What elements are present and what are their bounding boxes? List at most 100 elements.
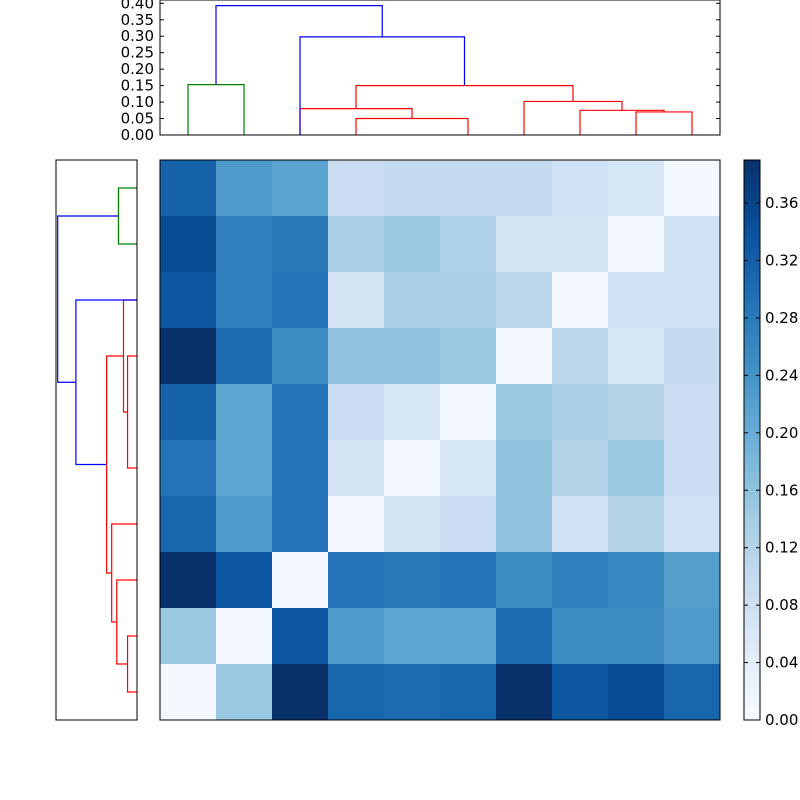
- colorbar-gradient: [744, 160, 760, 720]
- heatmap-cell: [216, 552, 273, 609]
- colorbar-tick-label: 0.08: [765, 596, 798, 614]
- heatmap-cell: [496, 664, 553, 721]
- heatmap-cell: [272, 440, 329, 497]
- heatmap-cell: [160, 328, 217, 385]
- heatmap-cells: [160, 160, 721, 721]
- top-dendrogram-link: [355, 85, 574, 109]
- heatmap-cell: [496, 608, 553, 665]
- top-y-tick-label: 0.35: [121, 11, 154, 29]
- heatmap-cell: [664, 552, 721, 609]
- heatmap-cell: [384, 216, 441, 273]
- top-dendrogram-link: [355, 117, 469, 135]
- heatmap-cell: [440, 160, 497, 217]
- heatmap-cell: [440, 496, 497, 553]
- heatmap-cell: [384, 160, 441, 217]
- heatmap-cell: [608, 384, 665, 441]
- heatmap-cell: [440, 328, 497, 385]
- heatmap-cell: [496, 496, 553, 553]
- heatmap-cell: [440, 664, 497, 721]
- heatmap-cell: [440, 384, 497, 441]
- heatmap-cell: [272, 608, 329, 665]
- heatmap-cell: [496, 328, 553, 385]
- heatmap-cell: [496, 160, 553, 217]
- heatmap-cell: [160, 160, 217, 217]
- heatmap-matrix: [159, 159, 721, 721]
- heatmap-cell: [440, 440, 497, 497]
- top-dendrogram: 0.000.050.100.150.200.250.300.350.40: [121, 0, 721, 144]
- heatmap-cell: [216, 608, 273, 665]
- left-dendrogram-link: [117, 187, 137, 245]
- top-y-tick-label: 0.25: [121, 44, 154, 62]
- heatmap-cell: [384, 328, 441, 385]
- top-y-tick-label: 0.30: [121, 27, 154, 45]
- heatmap-cell: [496, 216, 553, 273]
- heatmap-cell: [608, 440, 665, 497]
- heatmap-cell: [664, 160, 721, 217]
- heatmap-cell: [328, 440, 385, 497]
- heatmap-cell: [552, 216, 609, 273]
- heatmap-cell: [328, 328, 385, 385]
- top-dendrogram-link: [523, 100, 623, 135]
- colorbar-tick-label: 0.00: [765, 711, 798, 729]
- heatmap-cell: [272, 664, 329, 721]
- top-y-tick-label: 0.00: [121, 126, 154, 144]
- heatmap-cell: [384, 440, 441, 497]
- heatmap-cell: [552, 384, 609, 441]
- heatmap-cell: [440, 552, 497, 609]
- heatmap-cell: [608, 160, 665, 217]
- heatmap-cell: [664, 384, 721, 441]
- heatmap-cell: [160, 608, 217, 665]
- heatmap-cell: [384, 272, 441, 329]
- heatmap-cell: [160, 216, 217, 273]
- heatmap-frame: [159, 159, 721, 721]
- heatmap-cell: [552, 160, 609, 217]
- heatmap-cell: [160, 384, 217, 441]
- heatmap-cell: [552, 664, 609, 721]
- left-dendrogram-link: [111, 523, 137, 623]
- heatmap-cell: [328, 496, 385, 553]
- top-y-tick-label: 0.20: [121, 60, 154, 78]
- left-dendrogram-links: [57, 187, 137, 693]
- left-dendrogram: [55, 159, 138, 721]
- heatmap-cell: [272, 160, 329, 217]
- heatmap-cell: [328, 608, 385, 665]
- heatmap-cell: [664, 608, 721, 665]
- top-dendrogram-y-axis: 0.000.050.100.150.200.250.300.350.40: [121, 0, 720, 144]
- heatmap-cell: [160, 496, 217, 553]
- heatmap-cell: [552, 328, 609, 385]
- heatmap-cell: [216, 496, 273, 553]
- heatmap-cell: [608, 664, 665, 721]
- heatmap-cell: [160, 552, 217, 609]
- heatmap-cell: [272, 328, 329, 385]
- colorbar-frame: [743, 159, 761, 721]
- heatmap-cell: [216, 328, 273, 385]
- top-y-tick-label: 0.05: [121, 110, 154, 128]
- heatmap-cell: [328, 272, 385, 329]
- colorbar: 0.00 0.04 0.08 0.12 0.16 0.20 0.24 0.28 0.32 0.36: [743, 159, 798, 729]
- heatmap-cell: [608, 216, 665, 273]
- heatmap-cell: [440, 608, 497, 665]
- heatmap-cell: [272, 384, 329, 441]
- heatmap-cell: [552, 608, 609, 665]
- heatmap-cell: [216, 440, 273, 497]
- colorbar-tick-label: 0.20: [765, 424, 798, 442]
- heatmap-cell: [384, 608, 441, 665]
- colorbar-tick-label: 0.36: [765, 194, 798, 212]
- colorbar-tick-label: 0.12: [765, 539, 798, 557]
- heatmap-cell: [328, 552, 385, 609]
- heatmap-cell: [384, 552, 441, 609]
- heatmap-cell: [328, 384, 385, 441]
- heatmap-cell: [216, 384, 273, 441]
- heatmap-cell: [664, 272, 721, 329]
- left-dendrogram-frame: [55, 159, 138, 721]
- heatmap-cell: [384, 664, 441, 721]
- heatmap-cell: [608, 608, 665, 665]
- heatmap-cell: [664, 216, 721, 273]
- heatmap-cell: [272, 496, 329, 553]
- heatmap-cell: [160, 664, 217, 721]
- heatmap-cell: [160, 440, 217, 497]
- heatmap-cell: [496, 440, 553, 497]
- colorbar-tick-label: 0.04: [765, 654, 798, 672]
- heatmap-cell: [664, 440, 721, 497]
